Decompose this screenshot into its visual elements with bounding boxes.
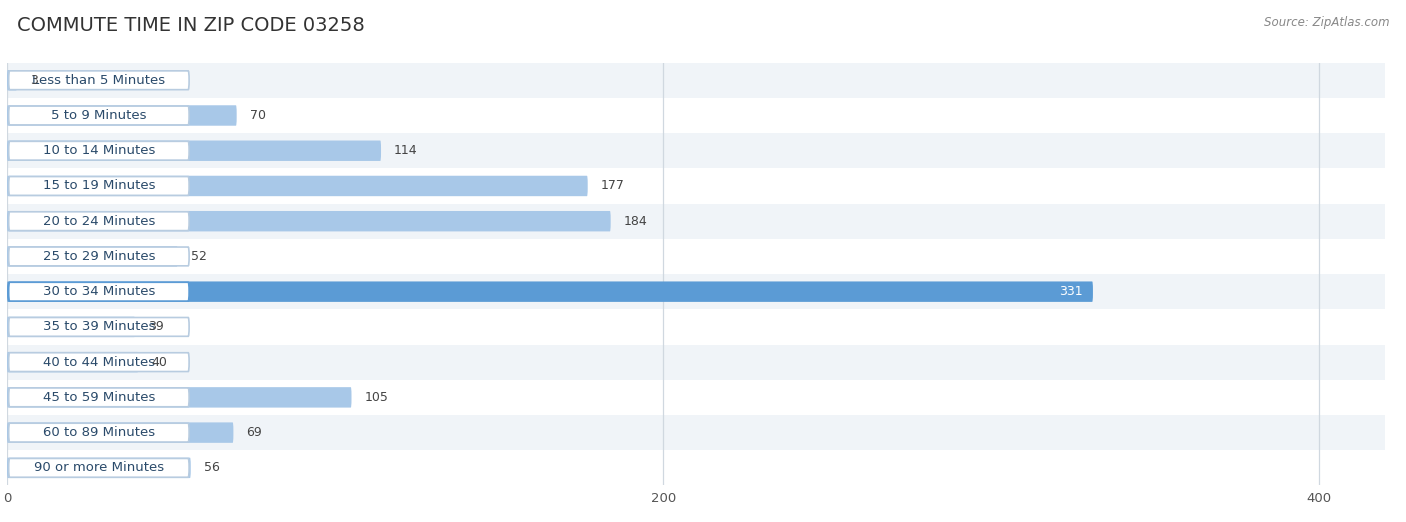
FancyBboxPatch shape [7, 105, 236, 126]
Bar [7, 98, 1385, 133]
Text: 60 to 89 Minutes: 60 to 89 Minutes [42, 426, 155, 439]
Bar [7, 204, 1385, 239]
Text: 3: 3 [30, 74, 38, 87]
Text: 10 to 14 Minutes: 10 to 14 Minutes [42, 144, 155, 157]
FancyBboxPatch shape [8, 388, 190, 407]
FancyBboxPatch shape [8, 176, 190, 195]
FancyBboxPatch shape [8, 353, 190, 372]
FancyBboxPatch shape [8, 71, 190, 90]
Bar [7, 345, 1385, 380]
FancyBboxPatch shape [7, 140, 381, 161]
FancyBboxPatch shape [7, 70, 17, 90]
Bar [7, 133, 1385, 169]
Text: COMMUTE TIME IN ZIP CODE 03258: COMMUTE TIME IN ZIP CODE 03258 [17, 16, 364, 34]
Text: 35 to 39 Minutes: 35 to 39 Minutes [42, 321, 155, 334]
Text: 52: 52 [191, 250, 207, 263]
Text: 105: 105 [364, 391, 388, 404]
FancyBboxPatch shape [8, 212, 190, 231]
Text: 20 to 24 Minutes: 20 to 24 Minutes [42, 215, 155, 228]
FancyBboxPatch shape [7, 176, 588, 196]
FancyBboxPatch shape [8, 458, 190, 477]
Text: 25 to 29 Minutes: 25 to 29 Minutes [42, 250, 155, 263]
Bar [7, 309, 1385, 345]
Text: 40: 40 [152, 355, 167, 369]
FancyBboxPatch shape [8, 423, 190, 442]
Bar [7, 63, 1385, 98]
Text: 69: 69 [246, 426, 263, 439]
Text: 39: 39 [148, 321, 165, 334]
Bar [7, 380, 1385, 415]
Text: 56: 56 [204, 461, 219, 474]
FancyBboxPatch shape [8, 247, 190, 266]
Text: 331: 331 [1060, 285, 1083, 298]
Text: Less than 5 Minutes: Less than 5 Minutes [32, 74, 166, 87]
Bar [7, 239, 1385, 274]
Bar [7, 274, 1385, 309]
Bar [7, 450, 1385, 485]
FancyBboxPatch shape [8, 317, 190, 336]
FancyBboxPatch shape [7, 387, 351, 408]
Bar [7, 169, 1385, 204]
FancyBboxPatch shape [7, 352, 138, 372]
Text: 114: 114 [394, 144, 418, 157]
Text: 177: 177 [600, 180, 624, 193]
Text: 5 to 9 Minutes: 5 to 9 Minutes [51, 109, 146, 122]
Text: Source: ZipAtlas.com: Source: ZipAtlas.com [1264, 16, 1389, 29]
Text: 70: 70 [250, 109, 266, 122]
Text: 40 to 44 Minutes: 40 to 44 Minutes [42, 355, 155, 369]
Text: 30 to 34 Minutes: 30 to 34 Minutes [42, 285, 155, 298]
FancyBboxPatch shape [7, 246, 177, 267]
Text: 90 or more Minutes: 90 or more Minutes [34, 461, 165, 474]
Text: 45 to 59 Minutes: 45 to 59 Minutes [42, 391, 155, 404]
FancyBboxPatch shape [7, 422, 233, 443]
Bar [7, 415, 1385, 450]
Text: 184: 184 [624, 215, 648, 228]
FancyBboxPatch shape [7, 458, 191, 478]
FancyBboxPatch shape [8, 282, 190, 301]
FancyBboxPatch shape [8, 141, 190, 160]
FancyBboxPatch shape [8, 106, 190, 125]
FancyBboxPatch shape [7, 317, 135, 337]
Text: 15 to 19 Minutes: 15 to 19 Minutes [42, 180, 155, 193]
FancyBboxPatch shape [7, 211, 610, 231]
FancyBboxPatch shape [7, 281, 1092, 302]
